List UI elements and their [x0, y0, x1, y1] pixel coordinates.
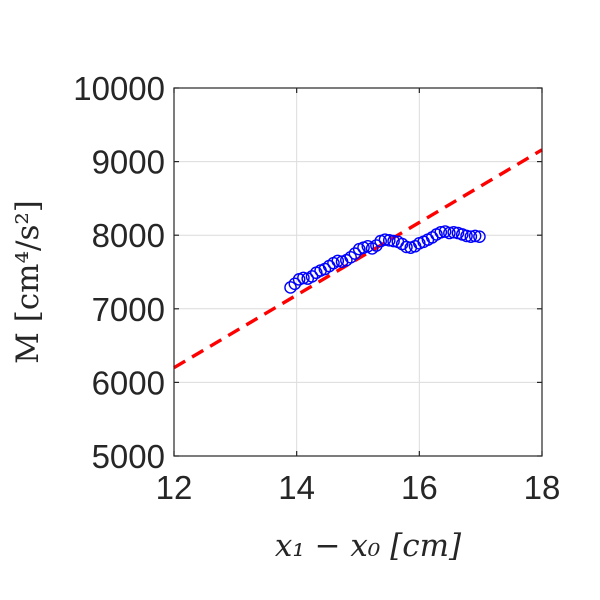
data-point	[400, 240, 413, 254]
data-point	[284, 281, 297, 294]
data-point	[387, 234, 400, 248]
data-point	[468, 229, 482, 243]
grid	[174, 88, 542, 456]
data-point	[464, 230, 478, 243]
data-point	[443, 226, 456, 240]
data-markers	[284, 225, 486, 294]
tick-marks	[173, 87, 543, 457]
y-tick-label: 10000	[73, 70, 165, 107]
x-tick-label: 12	[156, 469, 193, 506]
data-point	[348, 247, 362, 260]
data-point	[382, 234, 396, 247]
y-tick-label: 5000	[92, 438, 165, 475]
y-tick-label: 7000	[92, 291, 165, 328]
x-tick-label: 16	[401, 469, 438, 506]
data-point	[447, 225, 460, 239]
y-tick-label: 9000	[92, 144, 165, 181]
y-tick-label: 6000	[92, 364, 165, 401]
data-point	[434, 225, 448, 239]
y-axis-label: M [cm⁴/s²]	[10, 200, 46, 364]
data-point	[305, 270, 319, 283]
x-tick-labels: 12 14 16 18	[156, 469, 561, 506]
x-tick-label: 18	[524, 469, 561, 506]
data-point	[331, 254, 345, 268]
data-point	[370, 239, 383, 252]
data-point	[473, 230, 486, 243]
x-axis-label: x₁ − x₀ [cm]	[275, 528, 462, 564]
data-point	[288, 277, 302, 291]
data-point	[344, 250, 357, 264]
data-point	[460, 229, 473, 243]
data-point	[297, 271, 310, 285]
data-point	[378, 233, 392, 246]
y-tick-labels: 5000 6000 7000 8000 9000 10000	[73, 70, 165, 475]
y-tick-label: 8000	[92, 217, 165, 254]
plot-area-border	[173, 87, 543, 457]
x-tick-label: 14	[278, 469, 315, 506]
